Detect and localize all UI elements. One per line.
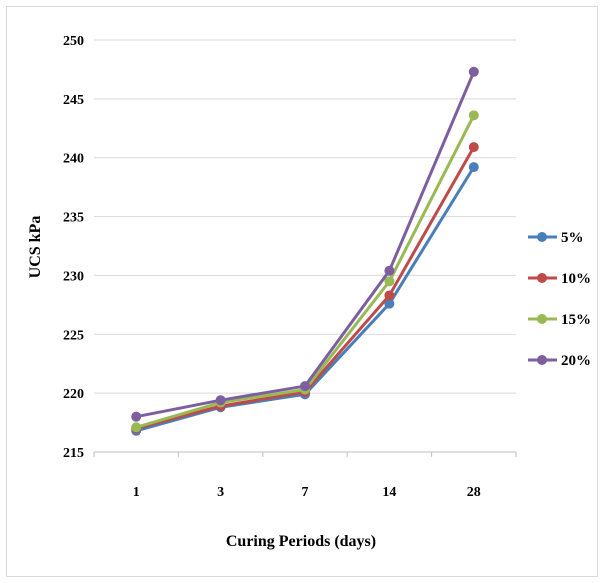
x-tick-label: 1 <box>133 485 140 500</box>
data-point <box>215 395 226 406</box>
legend-item: 20% <box>528 353 591 369</box>
legend-marker <box>537 355 547 365</box>
y-tick-label: 225 <box>63 328 84 343</box>
legend-label: 5% <box>561 230 584 246</box>
series-lines <box>131 66 479 436</box>
y-tick-labels: 215 220 225 230 235 240 245 250 <box>63 34 84 461</box>
series-line <box>135 71 476 419</box>
x-tick-label: 28 <box>467 485 481 500</box>
x-tick-label: 3 <box>217 485 224 500</box>
y-tick-label: 245 <box>63 93 84 108</box>
y-tick-label: 240 <box>63 152 84 167</box>
legend-item: 10% <box>528 271 591 287</box>
data-point <box>468 142 479 153</box>
y-tick-label: 230 <box>63 269 84 284</box>
data-point <box>131 411 142 422</box>
series-line <box>135 114 476 429</box>
legend-marker <box>537 273 547 283</box>
y-tick-label: 250 <box>63 34 84 49</box>
legend-label: 15% <box>561 312 591 328</box>
y-tick-label: 235 <box>63 211 84 226</box>
x-axis-title: Curing Periods (days) <box>226 533 376 550</box>
data-point <box>384 276 395 287</box>
chart-frame <box>6 6 598 577</box>
data-point <box>468 110 479 121</box>
legend-label: 20% <box>561 353 591 369</box>
legend-item: 15% <box>528 312 591 328</box>
x-tick-label: 14 <box>382 485 396 500</box>
series-4 <box>131 66 479 422</box>
data-point <box>300 381 310 392</box>
y-tick-label: 220 <box>63 387 84 402</box>
legend: 5% 10% 15% 20% <box>528 230 591 369</box>
data-point <box>468 66 479 77</box>
legend-item: 5% <box>528 230 584 246</box>
data-point <box>131 422 142 433</box>
data-point <box>384 265 395 276</box>
data-point <box>384 298 395 309</box>
legend-marker <box>537 232 547 242</box>
data-point <box>468 162 479 173</box>
data-point <box>384 290 395 301</box>
legend-label: 10% <box>561 271 591 287</box>
grid-lines <box>94 39 516 394</box>
y-axis-title: UCS kPa <box>27 216 44 279</box>
axes <box>93 451 517 457</box>
x-tick-label: 7 <box>302 485 309 500</box>
x-tick-labels: 1 3 7 14 28 <box>133 485 481 500</box>
y-tick-label: 215 <box>63 446 84 461</box>
legend-marker <box>537 314 547 324</box>
